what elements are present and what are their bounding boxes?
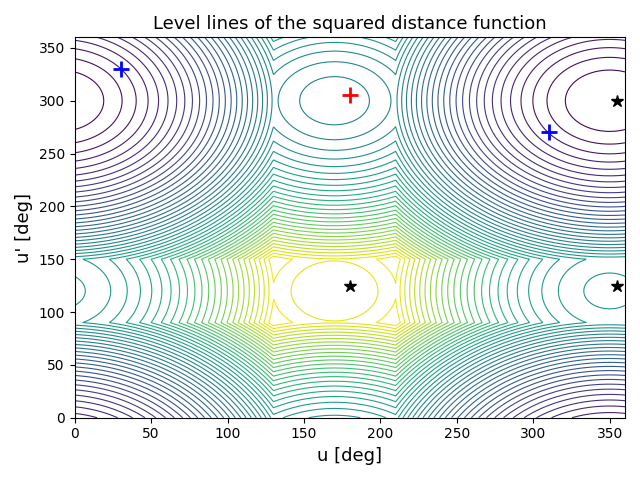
Y-axis label: u' [deg]: u' [deg] [15,192,33,263]
X-axis label: u [deg]: u [deg] [317,447,382,465]
Title: Level lines of the squared distance function: Level lines of the squared distance func… [153,15,547,33]
